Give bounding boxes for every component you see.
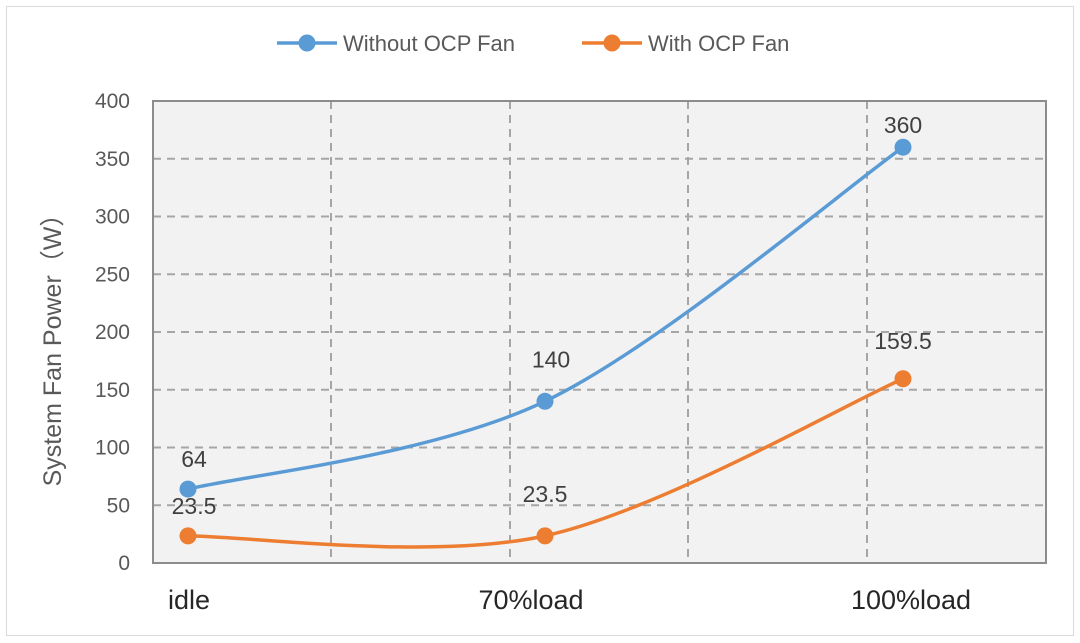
x-category-label: 70%load [478,585,583,615]
y-tick-label: 150 [95,379,130,402]
legend-item: With OCP Fan [582,31,789,56]
y-axis-title: System Fan Power（W） [39,202,67,487]
legend-label: Without OCP Fan [343,31,515,56]
y-axis-ticks: 0 50 100 150 200 250 300 350 400 [95,90,130,575]
legend-item: Without OCP Fan [277,31,515,56]
line-chart: Without OCP Fan With OCP Fan System Fan P… [39,31,1047,615]
data-point [179,480,197,498]
plot-border [152,100,1047,564]
data-label: 360 [884,112,922,138]
data-label: 140 [532,346,570,372]
data-point [536,392,554,410]
data-labels: 64 140 360 23.5 23.5 159.5 [172,112,932,519]
series [179,138,912,549]
legend-marker [298,34,316,52]
data-point [894,138,912,156]
y-tick-label: 50 [107,494,130,517]
data-point [179,527,197,545]
y-tick-label: 350 [95,148,130,171]
data-label: 23.5 [523,481,568,507]
y-tick-label: 100 [95,437,130,460]
data-label: 64 [181,446,207,472]
x-axis-ticks: idle 70%load 100%load [168,585,971,615]
y-tick-label: 300 [95,206,130,229]
y-tick-label: 0 [118,552,130,575]
legend-marker [603,34,621,52]
data-point [894,370,912,388]
data-label: 23.5 [172,493,217,519]
data-point [536,527,554,545]
y-tick-label: 200 [95,321,130,344]
chart-container: Without OCP Fan With OCP Fan System Fan P… [6,6,1074,636]
legend-label: With OCP Fan [648,31,789,56]
x-category-label: idle [168,585,210,615]
legend: Without OCP Fan With OCP Fan [277,31,789,56]
x-category-label: 100%load [851,585,971,615]
y-tick-label: 250 [95,263,130,286]
data-label: 159.5 [874,328,932,354]
y-tick-label: 400 [95,90,130,113]
